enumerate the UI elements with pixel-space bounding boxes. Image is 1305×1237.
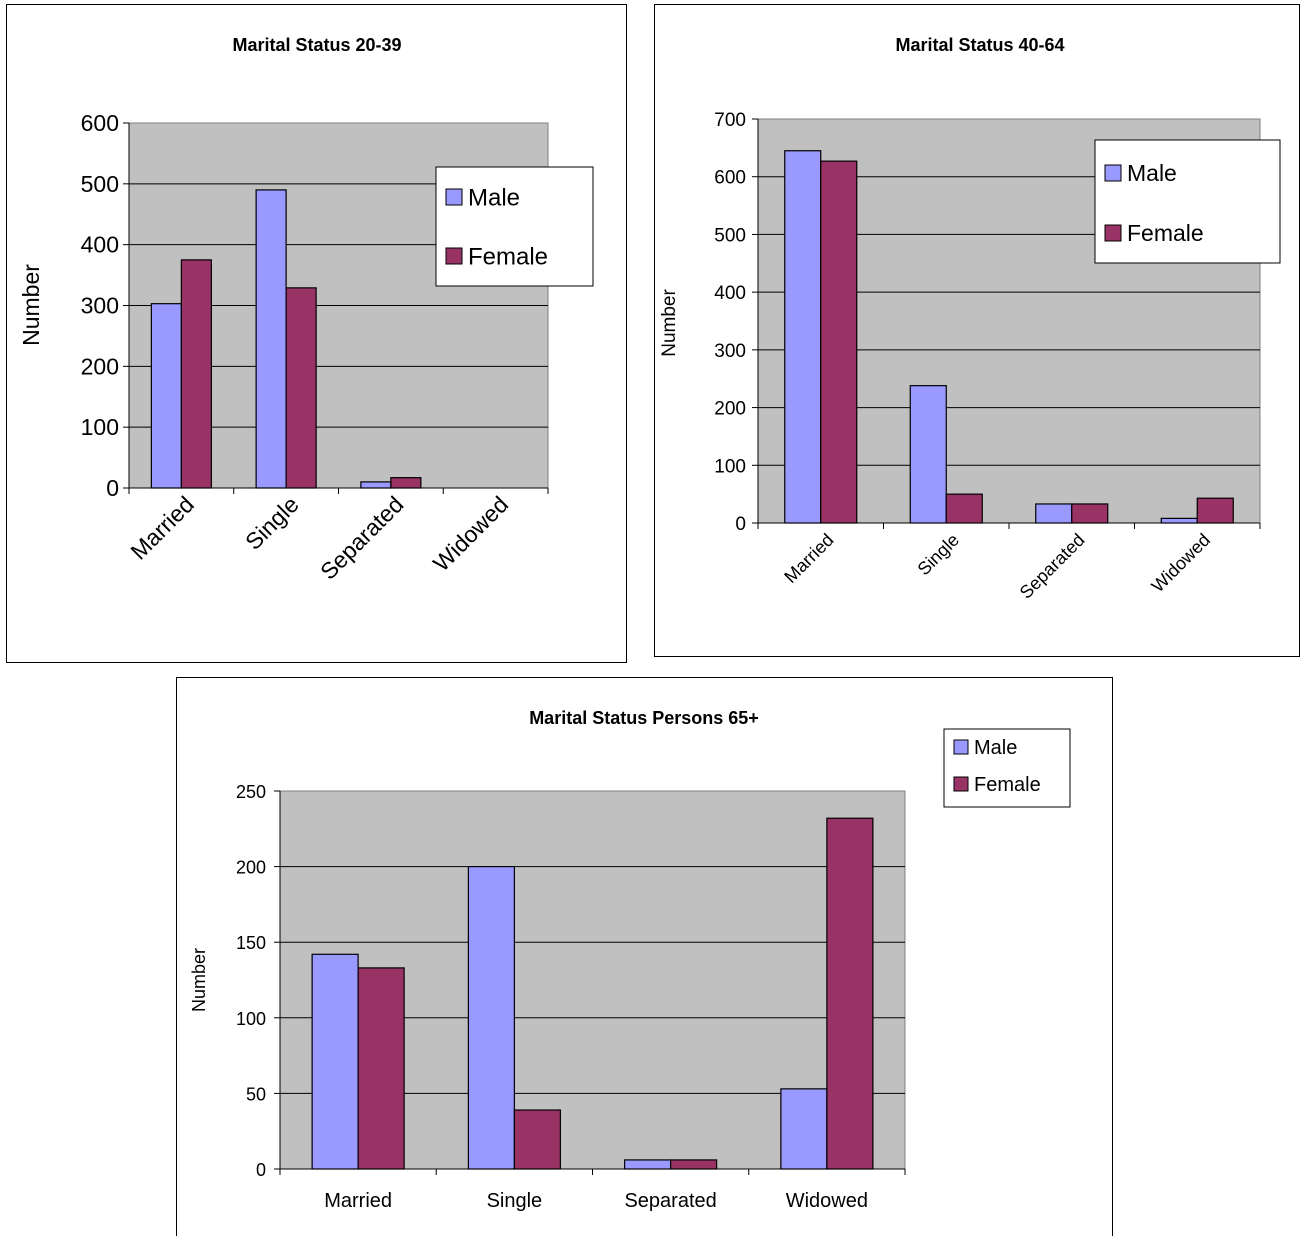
y-tick-label: 400 <box>81 232 119 258</box>
legend-swatch-male <box>953 739 969 755</box>
bar-male-married <box>784 150 822 524</box>
legend-label: Female <box>468 243 548 270</box>
x-category-label: Married <box>324 1190 392 1212</box>
legend-box <box>1094 139 1281 264</box>
chart-title: Marital Status 40-64 <box>895 35 1064 55</box>
bar-male-widowed <box>1160 517 1198 524</box>
x-category-label: Separated <box>624 1190 716 1212</box>
y-tick-label: 300 <box>81 293 119 319</box>
legend-box <box>435 166 594 287</box>
chart-40-64: Marital Status 40-64 0 100 200 300 400 500 600 7… <box>654 4 1300 657</box>
bar-female-single <box>513 1109 561 1170</box>
bar-male-widowed <box>780 1088 828 1170</box>
bar-male-married <box>150 303 182 489</box>
bar-female-married <box>820 160 858 524</box>
y-axis-label: Number <box>659 289 680 357</box>
bar-male-single <box>255 189 287 489</box>
x-category-label: Widowed <box>428 491 513 576</box>
legend-label: Male <box>1127 160 1177 186</box>
bar-female-single <box>945 493 983 524</box>
x-category-label: Single <box>487 1190 543 1212</box>
bar-male-separated <box>1035 503 1073 524</box>
y-tick-label: 150 <box>236 933 266 953</box>
y-tick-label: 700 <box>714 110 746 131</box>
x-category-label: Single <box>240 491 304 555</box>
bar-male-single <box>467 866 515 1170</box>
legend-label: Female <box>974 774 1041 796</box>
y-tick-label: 200 <box>714 399 746 420</box>
x-category-label: Separated <box>1016 530 1089 603</box>
x-category-label: Separated <box>315 491 408 584</box>
bar-female-widowed <box>1196 497 1234 524</box>
y-tick-label: 50 <box>246 1084 266 1104</box>
legend-swatch-female <box>953 776 969 792</box>
legend-label: Male <box>974 737 1017 759</box>
y-tick-label: 100 <box>236 1009 266 1029</box>
bar-male-separated <box>624 1159 672 1170</box>
y-axis-label: Number <box>18 264 44 346</box>
legend-swatch-male <box>1104 164 1122 182</box>
bar-female-separated <box>390 477 422 489</box>
y-tick-label: 500 <box>81 171 119 197</box>
y-tick-label: 100 <box>81 414 119 440</box>
x-category-label: Widowed <box>1148 530 1214 596</box>
bar-female-separated <box>1071 503 1109 524</box>
y-tick-label: 400 <box>714 283 746 304</box>
bar-male-married <box>311 953 359 1170</box>
chart-20-39: Marital Status 20-39 0 100 200 300 400 500 600 N… <box>6 4 627 663</box>
bar-male-separated <box>360 481 392 489</box>
y-tick-label: 0 <box>256 1160 266 1180</box>
y-tick-label: 0 <box>106 475 119 501</box>
legend: Male Female <box>943 728 1071 808</box>
chart-20-39-svg: Marital Status 20-39 0 100 200 300 400 500 600 N… <box>18 35 594 585</box>
bar-female-married <box>180 259 212 489</box>
chart-65-plus-svg: Marital Status Persons 65+ 0 50 100 150 200 25… <box>189 708 1071 1212</box>
legend-label: Female <box>1127 220 1204 246</box>
y-tick-label: 200 <box>81 353 119 379</box>
chart-title: Marital Status Persons 65+ <box>529 708 759 728</box>
bar-female-widowed <box>826 817 874 1170</box>
legend-swatch-female <box>445 247 463 265</box>
x-category-label: Married <box>780 530 837 587</box>
bar-male-single <box>909 385 947 524</box>
y-tick-label: 100 <box>714 456 746 477</box>
y-tick-label: 600 <box>81 110 119 136</box>
y-tick-label: 250 <box>236 782 266 802</box>
legend-swatch-male <box>445 188 463 206</box>
bar-female-separated <box>670 1159 718 1170</box>
y-axis-label: Number <box>189 948 209 1012</box>
y-tick-label: 200 <box>236 858 266 878</box>
chart-65-plus: Marital Status Persons 65+ 0 50 100 150 200 25… <box>176 677 1113 1236</box>
legend-label: Male <box>468 184 520 211</box>
y-tick-label: 0 <box>735 514 746 535</box>
legend-swatch-female <box>1104 224 1122 242</box>
x-category-label: Widowed <box>786 1190 868 1212</box>
bar-female-married <box>357 967 405 1170</box>
chart-40-64-svg: Marital Status 40-64 0 100 200 300 400 500 600 7… <box>659 35 1281 603</box>
x-category-label: Married <box>125 491 199 565</box>
chart-title: Marital Status 20-39 <box>232 35 401 55</box>
bar-female-single <box>285 287 317 489</box>
legend: Male Female <box>1094 139 1281 264</box>
y-tick-label: 500 <box>714 225 746 246</box>
y-tick-label: 300 <box>714 341 746 362</box>
legend: Male Female <box>435 166 594 287</box>
x-category-label: Single <box>914 530 964 580</box>
y-tick-label: 600 <box>714 168 746 189</box>
